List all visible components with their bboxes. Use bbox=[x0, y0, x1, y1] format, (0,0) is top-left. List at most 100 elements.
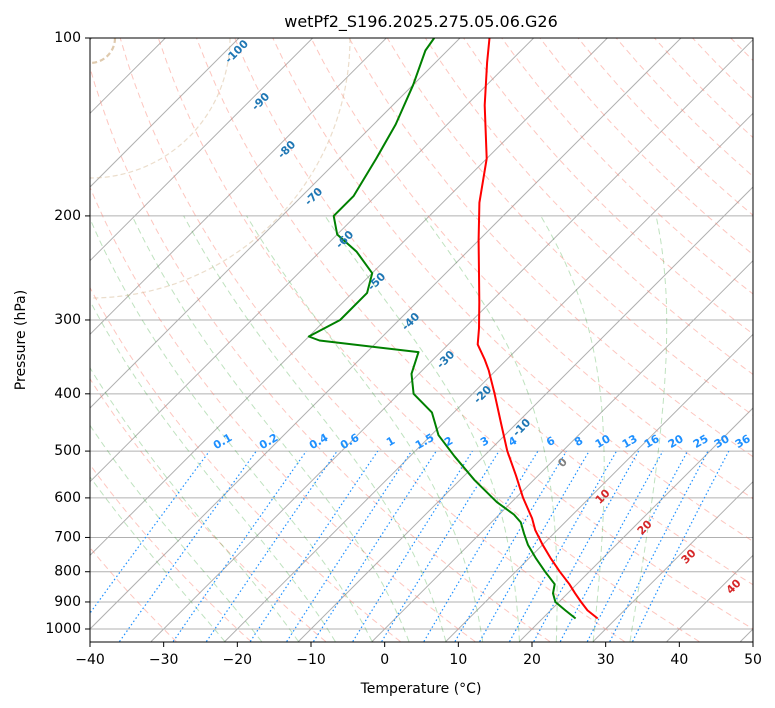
x-tick-label: 40 bbox=[670, 652, 688, 668]
x-tick-label: 0 bbox=[380, 652, 389, 668]
isotherm-line bbox=[519, 407, 753, 642]
x-tick-label: 10 bbox=[449, 652, 467, 668]
mixing-ratio-label: 10 bbox=[593, 432, 613, 451]
plot-frame bbox=[89, 37, 754, 643]
dry-adiabat-line bbox=[196, 38, 753, 630]
isotherm-line bbox=[224, 112, 753, 642]
isotherm-line bbox=[90, 38, 535, 483]
y-tick-label: 700 bbox=[54, 529, 81, 545]
mixing-ratio-line bbox=[632, 450, 730, 642]
x-tick-label: −30 bbox=[149, 652, 179, 668]
isotherm-line bbox=[90, 38, 314, 262]
mixing-ratio-line bbox=[205, 450, 338, 642]
dry-adiabat-line bbox=[654, 38, 753, 139]
isotherm-label: 20 bbox=[635, 517, 655, 537]
dry-adiabat-line bbox=[386, 38, 753, 416]
x-tick-label: 30 bbox=[597, 652, 615, 668]
mixing-ratio-label: 20 bbox=[666, 432, 686, 451]
isotherm-line bbox=[445, 333, 753, 642]
isotherm-line bbox=[90, 38, 608, 557]
mixing-ratio-line bbox=[90, 450, 210, 615]
moist-adiabat-line bbox=[90, 366, 299, 642]
y-tick-label: 100 bbox=[54, 30, 81, 46]
dewpoint-line bbox=[307, 38, 577, 620]
dry-adiabat-line bbox=[90, 66, 551, 642]
x-tick-label: −40 bbox=[75, 652, 105, 668]
mixing-ratio-line bbox=[559, 450, 664, 642]
y-tick-label: 1000 bbox=[45, 621, 81, 637]
isotherm-line bbox=[90, 38, 387, 336]
mixing-ratio-line bbox=[172, 450, 307, 642]
dry-adiabat-line bbox=[615, 38, 753, 177]
dry-adiabat-line bbox=[90, 377, 327, 642]
isotherm-line bbox=[150, 38, 753, 642]
mixing-ratio-line bbox=[509, 450, 618, 642]
isotherm-label: 40 bbox=[724, 576, 744, 596]
isotherm-line bbox=[740, 628, 753, 642]
mixing-ratio-line bbox=[381, 450, 500, 642]
x-tick-label: −20 bbox=[223, 652, 253, 668]
background-lines bbox=[90, 38, 753, 642]
mixing-ratio-line bbox=[479, 450, 590, 642]
isotherm-label: 10 bbox=[593, 486, 613, 506]
mixing-ratio-label: 0.2 bbox=[257, 431, 280, 452]
dry-adiabat-line bbox=[234, 38, 753, 586]
moist-adiabat-line bbox=[183, 215, 447, 642]
moist-adiabat-line bbox=[324, 215, 520, 642]
dry-adiabat-line bbox=[501, 38, 753, 295]
y-tick-label: 500 bbox=[54, 443, 81, 459]
isotherm-line bbox=[298, 186, 753, 642]
dry-adiabat-line bbox=[90, 286, 401, 642]
isotherm-line bbox=[90, 38, 240, 188]
isotherm-line bbox=[371, 259, 753, 642]
moist-adiabat-line bbox=[423, 215, 558, 642]
mixing-ratio-label: 30 bbox=[712, 432, 732, 451]
isotherm-label: -30 bbox=[434, 348, 457, 371]
dry-adiabat-line bbox=[577, 38, 753, 216]
mixing-ratio-label: 1.5 bbox=[413, 431, 436, 452]
isotherm-label: -100 bbox=[222, 37, 251, 66]
mixing-ratio-label: 0.1 bbox=[211, 431, 234, 452]
y-tick-label: 900 bbox=[54, 594, 81, 610]
isotherm-line bbox=[90, 38, 682, 630]
x-axis: −40 −30 −20 −10 0 10 20 30 40 50 bbox=[75, 642, 762, 668]
mixing-ratio-label: 3 bbox=[478, 434, 491, 449]
mixing-ratio-label: 8 bbox=[572, 434, 585, 449]
mixing-ratio-line bbox=[533, 450, 640, 642]
mixing-ratio-label: 0.4 bbox=[307, 431, 331, 452]
isotherm-label: -80 bbox=[275, 138, 298, 161]
dry-adiabat-line bbox=[157, 38, 700, 642]
mixing-ratio-line bbox=[609, 450, 709, 642]
x-tick-label: −10 bbox=[296, 652, 326, 668]
dry-adiabat-line bbox=[272, 38, 753, 542]
moist-adiabat-line bbox=[246, 215, 484, 642]
dry-adiabat-line bbox=[310, 38, 753, 500]
moist-adiabat-line bbox=[90, 476, 226, 642]
isotherm-label: -40 bbox=[399, 310, 422, 333]
y-tick-label: 800 bbox=[54, 564, 81, 580]
dry-adiabat-line bbox=[90, 186, 476, 642]
mixing-ratio-line bbox=[313, 450, 437, 642]
mixing-ratio-line bbox=[119, 450, 257, 642]
moist-adiabat-line bbox=[90, 217, 373, 642]
y-axis: 1000 900 800 700 600 500 400 300 200 100 bbox=[45, 30, 90, 637]
mixing-ratio-label: 2 bbox=[442, 434, 455, 449]
y-tick-label: 300 bbox=[54, 312, 81, 328]
dry-adiabat-line bbox=[539, 38, 753, 256]
moist-adiabat-line bbox=[90, 424, 262, 642]
y-axis-label: Pressure (hPa) bbox=[13, 290, 29, 390]
y-tick-label: 200 bbox=[54, 208, 81, 224]
mixing-ratio-line bbox=[249, 450, 379, 642]
dry-adiabat-line bbox=[692, 38, 753, 100]
mixing-ratio-label: 25 bbox=[691, 432, 711, 451]
mixing-ratio-line bbox=[423, 450, 539, 642]
dry-adiabat-line bbox=[348, 38, 753, 458]
isotherm-label: -70 bbox=[302, 185, 325, 208]
mixing-ratio-line bbox=[586, 450, 689, 642]
isotherm-line bbox=[90, 38, 461, 409]
mixing-ratio-label: 13 bbox=[620, 432, 640, 451]
mixing-ratio-label: 6 bbox=[544, 434, 557, 449]
temperature-line bbox=[476, 38, 599, 620]
mixing-ratio-line bbox=[352, 450, 473, 642]
